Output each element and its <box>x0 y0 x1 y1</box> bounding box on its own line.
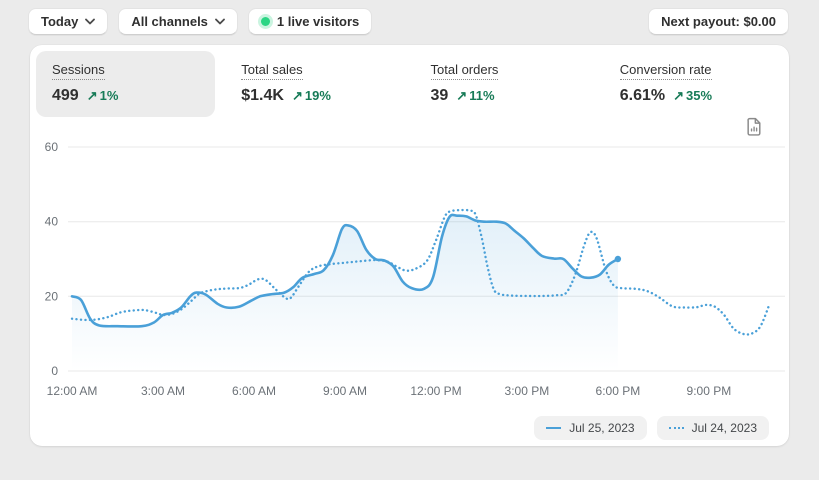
metric-value: 6.61% <box>619 87 666 104</box>
metric-value: 499 <box>52 87 79 104</box>
metric-delta: ↗ 11% <box>456 88 494 104</box>
metric-value-row: 499 ↗ 1% <box>52 87 199 105</box>
metric-tabs: Sessions 499 ↗ 1% Total sales $1.4K ↗ 19% … <box>30 45 789 117</box>
metric-value-row: $1.4K ↗ 19% <box>241 87 388 105</box>
metric-delta: ↗ 1% <box>87 88 119 104</box>
metric-value: $1.4K <box>241 87 284 104</box>
svg-text:12:00 PM: 12:00 PM <box>410 384 461 398</box>
metric-value-row: 6.61% ↗ 35% <box>620 87 767 105</box>
increase-arrow-icon: ↗ <box>86 88 98 103</box>
metric-label: Total orders <box>430 62 499 80</box>
dotted-line-marker-icon <box>668 427 684 429</box>
metric-delta: ↗ 19% <box>292 88 331 104</box>
svg-text:40: 40 <box>45 215 59 229</box>
metric-tab-conversion-rate[interactable]: Conversion rate 6.61% ↗ 35% <box>604 51 783 117</box>
metric-value-row: 39 ↗ 11% <box>431 87 578 105</box>
svg-text:60: 60 <box>45 140 59 154</box>
metric-tab-sessions[interactable]: Sessions 499 ↗ 1% <box>36 51 216 117</box>
date-range-button[interactable]: Today <box>28 8 109 35</box>
metric-label: Sessions <box>52 62 105 80</box>
legend-item-jul-25[interactable]: Jul 25, 2023 <box>534 416 647 440</box>
top-filter-bar: Today All channels 1 live visitors Next … <box>0 0 819 45</box>
svg-text:9:00 PM: 9:00 PM <box>687 384 732 398</box>
svg-text:6:00 AM: 6:00 AM <box>232 384 276 398</box>
next-payout-button[interactable]: Next payout: $0.00 <box>648 8 789 35</box>
next-payout-label: Next payout: $0.00 <box>661 14 776 29</box>
svg-text:6:00 PM: 6:00 PM <box>596 384 641 398</box>
legend-label: Jul 25, 2023 <box>569 421 635 435</box>
live-visitors-label: 1 live visitors <box>276 14 360 29</box>
svg-text:0: 0 <box>51 364 58 378</box>
metric-delta-value: 1% <box>99 88 119 103</box>
analytics-card: Sessions 499 ↗ 1% Total sales $1.4K ↗ 19% … <box>30 45 789 446</box>
metric-delta-value: 19% <box>304 88 331 103</box>
metric-delta-value: 35% <box>686 88 713 103</box>
date-range-label: Today <box>41 14 79 29</box>
live-indicator-dot-icon <box>260 17 270 26</box>
svg-text:3:00 PM: 3:00 PM <box>505 384 550 398</box>
channels-button[interactable]: All channels <box>118 8 238 35</box>
increase-arrow-icon: ↗ <box>291 88 303 103</box>
metric-label: Conversion rate <box>619 62 712 80</box>
legend-label: Jul 24, 2023 <box>691 421 757 435</box>
svg-text:12:00 AM: 12:00 AM <box>47 384 98 398</box>
channels-label: All channels <box>131 14 208 29</box>
metric-value: 39 <box>430 87 449 104</box>
solid-line-marker-icon <box>546 427 562 429</box>
legend-item-jul-24[interactable]: Jul 24, 2023 <box>656 416 769 440</box>
increase-arrow-icon: ↗ <box>456 88 468 103</box>
increase-arrow-icon: ↗ <box>673 88 685 103</box>
chevron-down-icon <box>85 18 96 25</box>
report-document-icon <box>747 117 761 136</box>
sessions-line-chart[interactable]: 0 20 40 60 12:00 AM 3:00 AM 6:00 AM 9:00 AM 12:0… <box>30 132 789 404</box>
chart-legend: Jul 25, 2023 Jul 24, 2023 <box>30 416 769 440</box>
metric-label: Total sales <box>241 62 303 80</box>
metric-tab-total-sales[interactable]: Total sales $1.4K ↗ 19% <box>225 51 404 117</box>
metric-delta: ↗ 35% <box>673 88 712 104</box>
live-visitors-badge[interactable]: 1 live visitors <box>247 8 373 35</box>
svg-text:9:00 AM: 9:00 AM <box>323 384 367 398</box>
view-report-button[interactable] <box>744 115 765 138</box>
chevron-down-icon <box>215 18 225 25</box>
metric-tab-total-orders[interactable]: Total orders 39 ↗ 11% <box>415 51 594 117</box>
metric-delta-value: 11% <box>469 88 495 103</box>
svg-text:20: 20 <box>45 289 59 303</box>
svg-text:3:00 AM: 3:00 AM <box>141 384 185 398</box>
